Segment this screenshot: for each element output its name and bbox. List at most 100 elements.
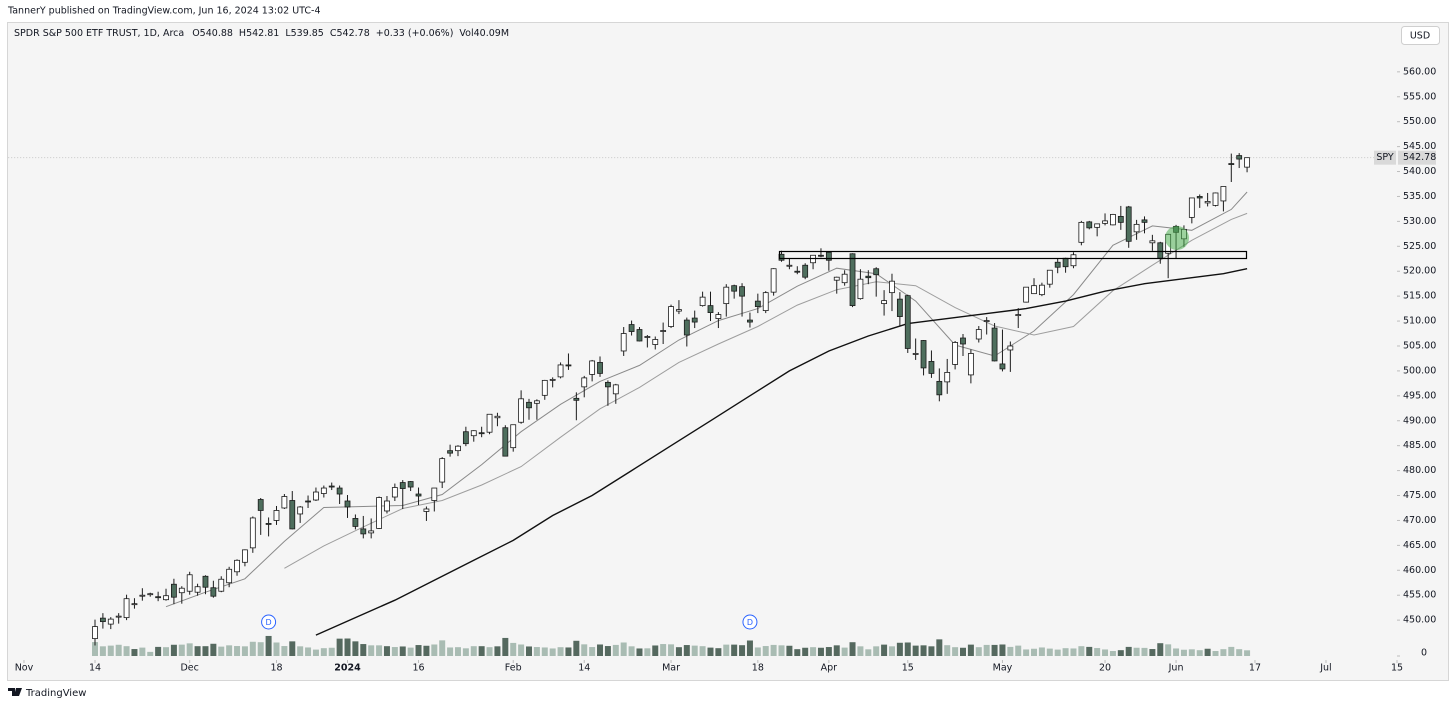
x-tick-label: 14 (89, 663, 101, 674)
candle-body (265, 523, 272, 525)
candle-body (770, 268, 777, 293)
volume-bar (502, 637, 509, 656)
candle-body (1157, 242, 1164, 259)
volume-bar (1070, 648, 1077, 656)
volume-bar (660, 644, 667, 656)
candle-body (194, 586, 201, 593)
published-note: TannerY published on TradingView.com, Ju… (7, 6, 321, 17)
volume-bar (597, 644, 604, 656)
volume-bar (802, 647, 809, 656)
candle-body (1141, 219, 1148, 223)
candle-body (967, 353, 974, 376)
candle-body (297, 506, 304, 515)
y-tick-label: 495.00 (1403, 390, 1436, 401)
candle-body (526, 401, 532, 409)
candle-body (186, 574, 193, 592)
candle-body (391, 487, 398, 498)
candle-body (1070, 254, 1077, 267)
candle-body (1094, 223, 1101, 228)
volume-bar (715, 648, 722, 656)
volume-bar (1133, 647, 1140, 656)
candle-body (1054, 261, 1061, 268)
moving-average (284, 212, 1248, 569)
volume-bar (589, 647, 596, 656)
volume-bar (494, 646, 501, 656)
candle-body (983, 320, 990, 322)
volume-bar (241, 646, 248, 656)
volume-bar (510, 642, 517, 656)
volume-bar (849, 642, 856, 656)
volume-bar (581, 644, 588, 656)
candle-body (478, 432, 485, 435)
currency-box[interactable] (1401, 26, 1440, 45)
candle-body (557, 364, 564, 378)
y-tick-label: 505.00 (1403, 340, 1436, 351)
candle-body (123, 598, 130, 619)
legend: SPDR S&P 500 ETF TRUST, 1D, Arca O540.88 H… (14, 28, 509, 39)
candle-body (747, 319, 753, 323)
symbol: SPDR S&P 500 ETF TRUST, 1D, Arca (14, 28, 184, 39)
volume-bar (731, 644, 738, 656)
volume-bar (754, 647, 761, 656)
candle-body (794, 270, 801, 273)
x-tick-label: Nov (15, 663, 34, 674)
candle-body (620, 333, 627, 352)
volume-bar (518, 644, 525, 656)
candle-body (683, 319, 690, 336)
legend-high: H542.81 (239, 28, 279, 39)
candle-body (699, 296, 706, 307)
volume-bar (131, 649, 138, 656)
candle-body (415, 493, 422, 497)
candle-body (991, 327, 998, 362)
candle-body (896, 298, 903, 317)
volume-bar (873, 646, 880, 656)
legend-change: +0.33 (+0.06%) (376, 28, 454, 39)
volume-bar (360, 644, 367, 656)
candle-body (1117, 215, 1124, 223)
volume-bar (865, 649, 872, 656)
volume-bar (549, 648, 556, 656)
candle-body (494, 415, 501, 419)
candle-body (384, 500, 390, 512)
x-tick-label: 2024 (334, 663, 361, 674)
candle-body (462, 431, 469, 445)
volume-bar (960, 647, 966, 656)
candle-body (1236, 155, 1243, 160)
volume-bar (920, 645, 927, 656)
candle-body (486, 413, 493, 433)
candle-body (723, 286, 730, 305)
volume-bar (810, 647, 817, 656)
candle-body (139, 594, 146, 597)
candle-body (533, 400, 540, 404)
candle-body (439, 458, 446, 483)
candle-body (1102, 220, 1108, 224)
volume-bar (376, 645, 383, 656)
candle-body (99, 617, 106, 623)
candle-body (881, 300, 887, 305)
candle-body (115, 615, 122, 618)
volume-bar (107, 645, 114, 656)
x-tick-label: 18 (752, 663, 764, 674)
legend-low: L539.85 (285, 28, 324, 39)
volume-bar (391, 647, 398, 656)
plot-layer: 450.00 455.00 460.00 465.00 470.00 475.00 480.… (8, 66, 1436, 674)
volume-bar (462, 648, 469, 656)
volume-bar (565, 647, 572, 656)
candle-body (234, 559, 240, 573)
candle-body (589, 360, 596, 375)
currency[interactable]: USD (1410, 31, 1430, 42)
volume-bar (305, 647, 312, 656)
volume-bar (210, 643, 217, 656)
candle-body (107, 618, 114, 625)
volume-bar (857, 646, 864, 656)
volume-bar (967, 644, 974, 656)
volume-bar (1157, 643, 1164, 656)
candle-body (131, 603, 138, 606)
volume-bar (778, 645, 785, 656)
volume-bar (1228, 646, 1235, 656)
last-price-box (1398, 150, 1436, 165)
volume-bar (1196, 650, 1203, 656)
y-tick-label: 510.00 (1403, 316, 1436, 327)
